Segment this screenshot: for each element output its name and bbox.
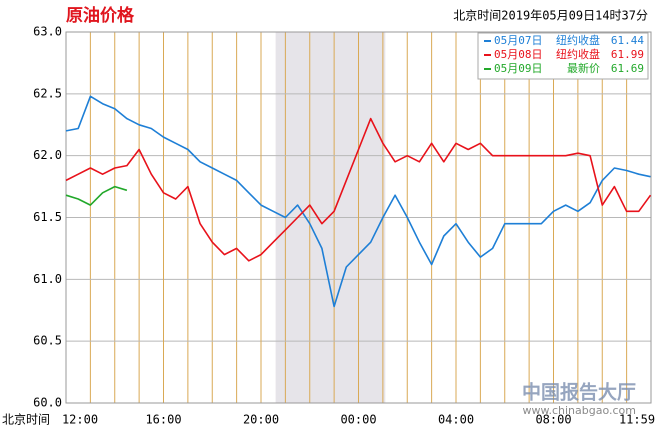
legend-value: 61.99 xyxy=(611,48,644,61)
x-tick-label: 04:00 xyxy=(438,413,474,427)
legend-value: 61.69 xyxy=(611,62,644,75)
y-tick-label: 63.0 xyxy=(33,25,62,39)
series-line xyxy=(65,95,651,308)
x-tick-label: 11:59 xyxy=(619,413,655,427)
watermark-url: www.chinabgao.com xyxy=(523,404,637,417)
chart-title: 原油价格 xyxy=(66,5,135,26)
series-line xyxy=(65,117,652,262)
series-line xyxy=(65,185,128,206)
x-axis-label: 北京时间 xyxy=(2,413,50,427)
legend-name: 05月09日 xyxy=(494,62,543,75)
y-tick-label: 60.0 xyxy=(33,396,62,410)
chart-subtitle: 北京时间2019年05月09日14时37分 xyxy=(453,9,648,23)
watermark: 中国报告大厅 xyxy=(522,381,636,404)
legend-label: 纽约收盘 xyxy=(556,47,600,61)
x-tick-label: 08:00 xyxy=(535,413,571,427)
y-tick-label: 61.5 xyxy=(33,210,62,224)
x-tick-label: 12:00 xyxy=(62,413,98,427)
legend-label: 最新价 xyxy=(567,61,600,75)
x-tick-label: 16:00 xyxy=(145,413,181,427)
plot-background xyxy=(65,31,652,404)
x-tick-label: 20:00 xyxy=(243,413,279,427)
plot-border xyxy=(65,31,652,404)
y-tick-label: 62.5 xyxy=(33,86,62,100)
legend-label: 纽约收盘 xyxy=(556,33,600,47)
x-tick-label: 00:00 xyxy=(340,413,376,427)
y-tick-label: 62.0 xyxy=(33,148,62,162)
legend-box xyxy=(477,32,649,80)
legend-name: 05月08日 xyxy=(494,48,543,61)
y-tick-label: 61.0 xyxy=(33,272,62,286)
legend-value: 61.44 xyxy=(611,34,644,47)
legend-name: 05月07日 xyxy=(494,34,543,47)
y-tick-label: 60.5 xyxy=(33,334,62,348)
